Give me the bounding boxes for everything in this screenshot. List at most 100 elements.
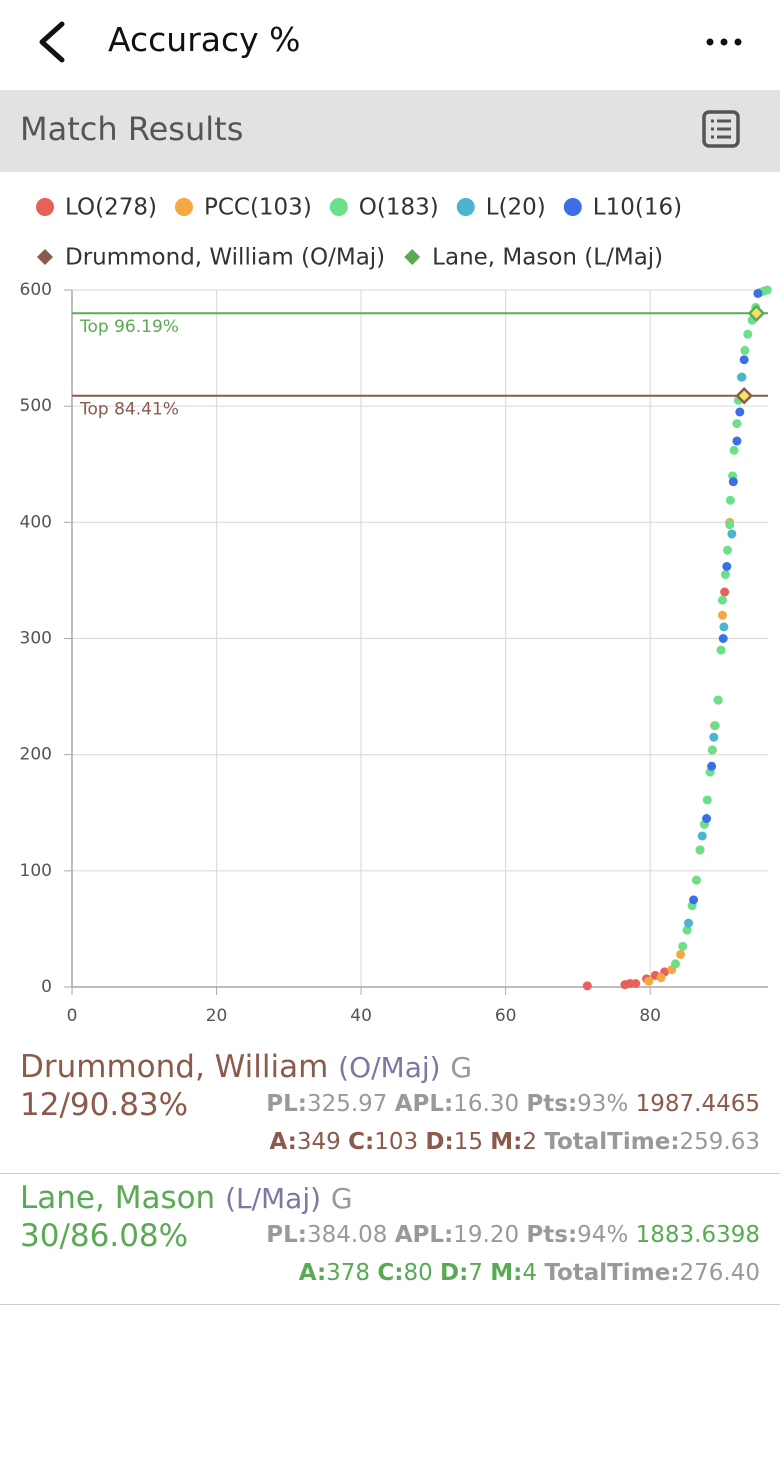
stat-value: 19.20 [453,1222,520,1248]
point [695,845,705,855]
legend-label: L10(16) [593,195,682,221]
x-tick-label: 60 [495,1006,517,1026]
point [682,925,692,935]
point [720,570,730,580]
player-grade: G [450,1051,473,1084]
more-button[interactable] [706,38,742,46]
point [670,959,680,969]
stats-line: A:349 C:103 D:15 M:2 TotalTime:259.63 [269,1129,760,1155]
point [631,979,641,989]
legend-swatch [456,198,475,216]
point [683,918,693,928]
point [676,949,686,959]
stat-value: 4 [522,1260,538,1286]
header: Accuracy % [0,0,780,90]
chart: LO(278) PCC(103) O(183) L(20) L10(16) Drummon… [20,195,772,1026]
point [719,622,729,632]
point [691,875,701,885]
stat-value: 378 [326,1260,371,1286]
player-marker [747,304,766,323]
point [727,529,737,539]
player-division: (L/Maj) [225,1182,322,1215]
stat-label: Pts: [526,1222,578,1248]
player-card[interactable]: Lane, Mason (L/Maj) G 30/86.08% PL:384.08 … [0,1174,780,1305]
legend-swatch [563,198,582,216]
point [709,732,719,742]
legend-swatch [329,198,348,216]
y-tick-label: 100 [20,861,52,881]
stat-value: 349 [296,1129,341,1155]
stat-label: PL: [266,1222,307,1248]
point [723,545,733,555]
point [740,345,750,355]
stat-label: C: [348,1129,375,1155]
stat-label: PL: [266,1091,307,1117]
legend-label: LO(278) [65,195,157,221]
stats-line: PL:384.08 APL:19.20 Pts:94% 1883.6398 [266,1222,760,1248]
point [735,407,745,417]
stat-label: D: [440,1260,469,1286]
stat-label: TotalTime: [544,1260,680,1286]
stat-value: 325.97 [306,1091,388,1117]
point [697,831,707,841]
legend-swatch [174,198,193,216]
point [707,761,717,771]
player-grade: G [330,1182,353,1215]
stat-value: 103 [374,1129,419,1155]
y-tick-label: 0 [41,977,52,997]
point [689,895,699,905]
stat-value: 93% [577,1091,629,1117]
point [717,610,727,620]
point [707,745,717,755]
x-tick-label: 80 [639,1006,661,1026]
point [644,976,654,986]
stat-value: 7 [468,1260,483,1286]
player-score: 30/86.08% [20,1218,189,1254]
stat-value: 259.63 [679,1129,760,1155]
player-card[interactable]: Drummond, William (O/Maj) G 12/90.83% PL:3… [0,1043,780,1174]
point [729,445,739,455]
point [702,795,712,805]
stat-value: 15 [453,1129,483,1155]
header-icons [39,21,742,63]
point [753,288,763,298]
player-header: Drummond, William (O/Maj) G [20,1049,472,1085]
point [716,645,726,655]
stat-label: APL: [394,1222,454,1248]
point [720,587,730,597]
point [717,595,727,605]
stat-value: 94% [577,1222,629,1248]
y-tick-label: 200 [20,745,52,765]
reference-label: Top 96.19% [79,317,179,337]
point [656,973,666,983]
table-button[interactable] [702,110,742,150]
player-header: Lane, Mason (L/Maj) G [20,1180,353,1216]
y-tick-label: 600 [20,280,52,300]
section-bar: Match Results [0,90,780,172]
stats-line: A:378 C:80 D:7 M:4 TotalTime:276.40 [299,1260,760,1286]
point [678,941,688,951]
reference-label: Top 84.41% [79,400,179,420]
point [722,561,732,571]
legend-swatch [404,249,421,265]
legend-label: Lane, Mason (L/Maj) [432,245,663,271]
y-tick-label: 500 [20,396,52,416]
stat-label: APL: [394,1091,454,1117]
point [737,372,747,382]
legend-swatch [36,198,54,216]
stats-line: PL:325.97 APL:16.30 Pts:93% 1987.4465 [266,1091,760,1117]
point [725,495,735,505]
legend-label: Drummond, William (O/Maj) [65,245,385,271]
back-button[interactable] [39,21,65,63]
x-tick-label: 40 [350,1006,372,1026]
point [718,634,728,643]
point [728,477,738,487]
player-division: (O/Maj) [338,1051,441,1084]
y-tick-label: 300 [20,629,52,649]
legend-label: L(20) [486,195,546,221]
player-name: Drummond, William [20,1049,329,1085]
header-title: Accuracy % [108,20,301,59]
stat-label: M: [490,1129,523,1155]
point [732,419,742,429]
